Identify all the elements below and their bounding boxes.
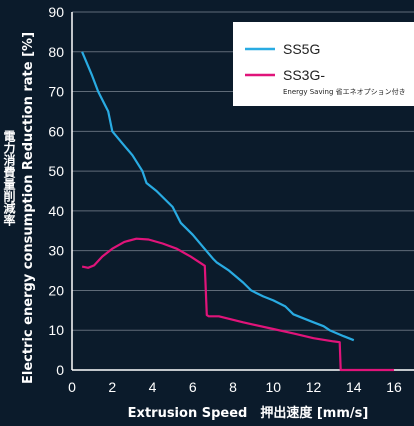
x-tick-label-6: 6 bbox=[189, 379, 197, 395]
x-axis-label: Extrusion Speed 押出速度 [mm/s] bbox=[128, 405, 369, 421]
y-tick-label-40: 40 bbox=[48, 203, 64, 219]
y-tick-label-30: 30 bbox=[48, 243, 64, 259]
legend-sublabel-ss3g: Energy Saving 省エネオプション付き bbox=[283, 87, 406, 96]
legend-box bbox=[233, 22, 414, 106]
series-line-ss3g bbox=[81, 237, 394, 372]
series-layer bbox=[81, 51, 394, 372]
x-tick-label-8: 8 bbox=[229, 379, 237, 395]
y-tick-label-70: 70 bbox=[48, 84, 64, 100]
y-axis-label: Electric energy consumption Reduction ra… bbox=[21, 32, 36, 384]
legend: SS5G SS3G- Energy Saving 省エネオプション付き bbox=[233, 22, 414, 106]
legend-label-ss3g: SS3G- bbox=[283, 67, 325, 83]
x-tick-label-2: 2 bbox=[108, 379, 116, 395]
y-tick-label-0: 0 bbox=[56, 362, 64, 378]
legend-label-ss5g: SS5G bbox=[283, 41, 320, 57]
y-axis-label-jp: 電力消費量削減率 bbox=[2, 130, 16, 227]
y-tick-label-50: 50 bbox=[48, 163, 64, 179]
y-tick-label-10: 10 bbox=[48, 322, 64, 338]
x-tick-label-10: 10 bbox=[265, 379, 281, 395]
y-tick-label-20: 20 bbox=[48, 282, 64, 298]
x-tick-label-0: 0 bbox=[68, 379, 76, 395]
x-tick-label-16: 16 bbox=[386, 379, 402, 395]
y-tick-label-90: 90 bbox=[48, 4, 64, 20]
series-line-ss5g bbox=[81, 51, 355, 342]
x-tick-label-12: 12 bbox=[306, 379, 322, 395]
y-tick-label-80: 80 bbox=[48, 44, 64, 60]
x-tick-label-14: 14 bbox=[346, 379, 362, 395]
y-tick-label-60: 60 bbox=[48, 123, 64, 139]
x-tick-label-4: 4 bbox=[149, 379, 157, 395]
grid-layer bbox=[72, 11, 414, 331]
